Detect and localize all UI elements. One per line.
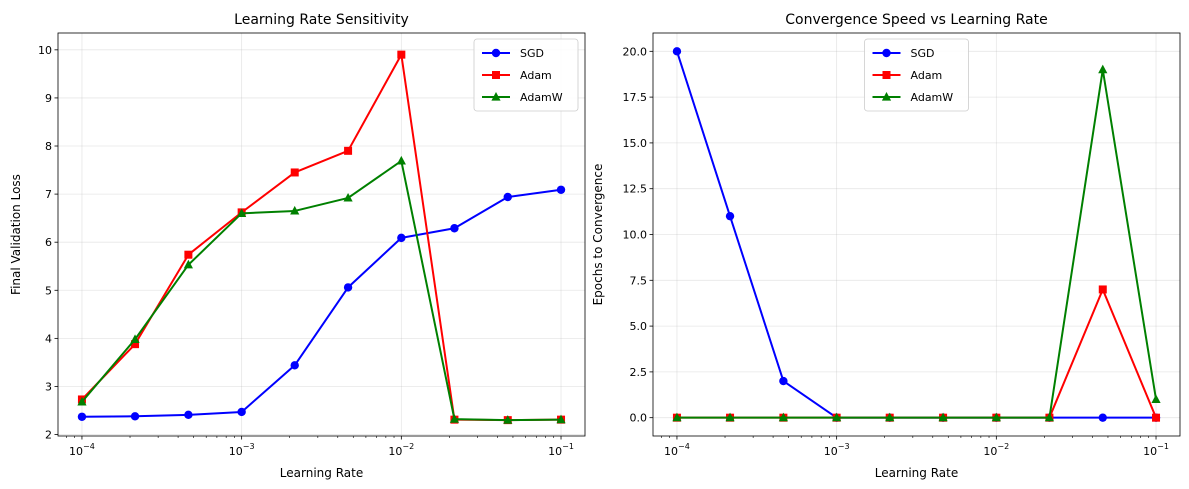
chart2-series-sgd-point xyxy=(672,47,682,56)
chart2-y-tick-label: 17.5 xyxy=(623,91,648,104)
chart1-y-tick-label: 10 xyxy=(38,44,52,57)
chart1-series-sgd-point xyxy=(503,192,512,202)
chart1-x-tick-label: 10−1 xyxy=(548,442,574,458)
chart1-x-tick-label: 10−2 xyxy=(388,442,414,458)
chart2-series-adamw-point xyxy=(725,412,735,422)
chart1-legend-marker-adamw xyxy=(491,92,501,101)
chart1-series-adamw-point xyxy=(449,414,460,423)
chart1-series-adam-point xyxy=(290,168,299,177)
chart2-plot-frame xyxy=(652,32,1181,437)
chart2-x-tick-label: 10−4 xyxy=(664,442,690,458)
chart1-series-sgd-point xyxy=(290,361,299,370)
chart2-series-adam-line xyxy=(676,288,1157,419)
chart1-series-sgd-point xyxy=(184,410,193,420)
chart1-y-tick-label: 5 xyxy=(45,284,52,297)
chart2-series-adamw-point xyxy=(1098,64,1108,74)
chart1-panel: 10−4 10−3 10−2 10−1 2 3 4 5 6 7 8 9 10 Learning Rate … xyxy=(9,12,586,480)
chart1-legend-label-adam: Adam xyxy=(520,69,552,82)
chart2-y-tick-label: 0.0 xyxy=(630,412,648,425)
chart2-y-tick-label: 7.5 xyxy=(630,274,648,287)
chart2-series-adamw-line xyxy=(676,68,1158,419)
chart2-y-tick-label: 10.0 xyxy=(623,229,648,242)
chart2-legend-label-adamw: AdamW xyxy=(911,91,954,104)
chart2-legend-marker-sgd xyxy=(882,48,891,58)
chart1-series-sgd-point xyxy=(556,185,566,194)
chart2-title: Convergence Speed vs Learning Rate xyxy=(785,12,1047,28)
chart1-y-tick-label: 8 xyxy=(45,140,52,153)
chart2-series-sgd-point xyxy=(725,211,735,221)
chart2-series-sgd-point xyxy=(1098,413,1107,422)
chart1-series-sgd-point xyxy=(77,412,87,421)
chart1-legend: SGD Adam AdamW xyxy=(473,38,579,112)
chart1-series-adamw-point xyxy=(503,415,513,424)
chart2-legend-label-sgd: SGD xyxy=(911,47,935,60)
chart1-x-tick-label: 10−4 xyxy=(69,442,95,458)
chart2-series-adamw-point xyxy=(832,412,842,422)
chart2-x-tick-label: 10−2 xyxy=(983,442,1009,458)
chart1-y-tick-label: 9 xyxy=(45,92,52,105)
chart1-series-adam-point xyxy=(131,340,140,349)
chart1-series-sgd-point xyxy=(343,283,353,292)
chart2-series-adamw-point xyxy=(885,412,895,422)
chart2-series-adamw-point xyxy=(672,412,682,422)
chart1-x-axis-label: Learning Rate xyxy=(280,466,363,480)
chart1-series-adamw-point xyxy=(290,205,300,215)
chart1-legend-label-adamw: AdamW xyxy=(520,91,563,104)
chart1-series-adam-point xyxy=(344,146,353,155)
chart1-legend-label-sgd: SGD xyxy=(520,47,544,60)
chart2-series-adam-point xyxy=(1152,413,1161,422)
chart2-y-tick-label: 2.5 xyxy=(630,366,648,379)
chart1-x-tick-label: 10−3 xyxy=(229,442,255,458)
chart2-x-tick-label: 10−3 xyxy=(824,442,850,458)
chart1-y-axis-label: Final Validation Loss xyxy=(9,174,23,295)
chart1-y-tick-label: 4 xyxy=(45,332,52,345)
chart1-series-sgd-point xyxy=(237,407,246,417)
chart1-series-adamw-point xyxy=(343,192,353,202)
chart1-series-adamw-point xyxy=(77,396,87,406)
chart1-title: Learning Rate Sensitivity xyxy=(234,12,409,28)
chart1-series-adam-point xyxy=(184,250,193,259)
chart2-series-adamw-point xyxy=(938,412,948,422)
chart2-legend-label-adam: Adam xyxy=(911,69,943,82)
chart1-series-sgd-point xyxy=(450,224,459,233)
chart2-y-axis-label: Epochs to Convergence xyxy=(591,164,605,306)
chart1-series-sgd-point xyxy=(397,233,406,243)
chart2-y-tick-label: 15.0 xyxy=(623,137,648,150)
chart2-x-tick-label: 10−1 xyxy=(1143,442,1169,458)
chart2-series-adam-point xyxy=(1098,285,1107,294)
chart1-series-adamw-point xyxy=(237,208,247,217)
chart2-series-adamw-point xyxy=(1044,412,1055,422)
chart2-series-adamw-point xyxy=(778,412,788,422)
chart1-legend-marker-sgd xyxy=(491,48,501,58)
chart2-legend-marker-adamw xyxy=(881,92,892,101)
chart1-series-adamw-point xyxy=(130,334,140,343)
chart2-panel: 10−4 10−3 10−2 10−1 0.0 2.5 5.0 7.5 10.0 12.5 15.0… xyxy=(591,12,1181,480)
chart1-plot-frame xyxy=(57,32,586,437)
chart2-y-tick-label: 5.0 xyxy=(630,320,648,333)
chart1-series-sgd-point xyxy=(130,412,140,421)
chart1-series-adamw-line xyxy=(81,159,562,422)
chart2-legend-marker-adam xyxy=(882,71,891,79)
chart1-y-tick-label: 7 xyxy=(45,188,52,201)
chart2-series-adamw-point xyxy=(991,412,1001,422)
chart1-y-tick-label: 2 xyxy=(45,429,52,442)
chart1-series-adamw-point xyxy=(183,259,193,269)
chart2-series-sgd-point xyxy=(779,376,788,386)
chart1-series-adamw-point xyxy=(396,155,406,165)
chart1-series-sgd-line xyxy=(81,188,562,418)
chart1-series-adam-point xyxy=(397,50,406,59)
chart2-y-tick-label: 12.5 xyxy=(623,183,648,196)
chart2-series-adamw-point xyxy=(1151,394,1161,403)
chart2-legend-box xyxy=(864,38,969,112)
chart2-y-tick-label: 20.0 xyxy=(623,45,648,58)
chart2-legend: SGD Adam AdamW xyxy=(864,38,969,112)
chart1-y-tick-label: 3 xyxy=(45,380,52,393)
chart1-series-adamw-point xyxy=(556,414,566,424)
chart1-y-tick-label: 6 xyxy=(45,236,52,249)
chart1-legend-box xyxy=(473,38,579,112)
chart1-legend-marker-adam xyxy=(492,71,500,79)
chart2-x-axis-label: Learning Rate xyxy=(875,466,958,480)
